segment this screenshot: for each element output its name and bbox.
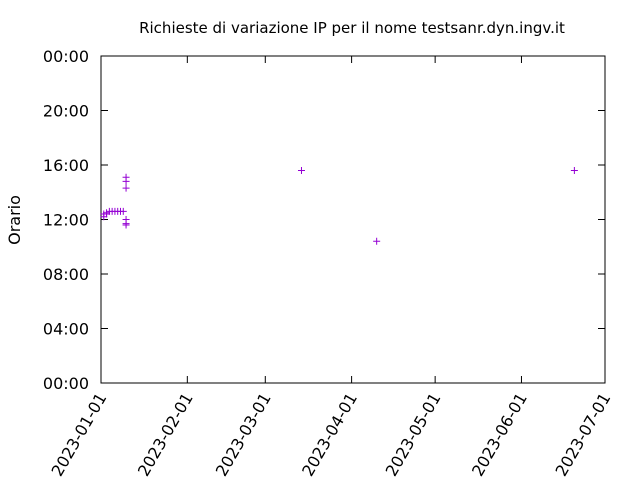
point	[119, 207, 127, 215]
point	[122, 184, 130, 192]
point	[373, 237, 381, 245]
point	[122, 177, 130, 185]
x-tick-label: 2023-05-01	[382, 390, 445, 480]
y-axis-label: Orario	[5, 195, 24, 245]
point	[122, 221, 130, 229]
x-tick-label: 2023-06-01	[468, 390, 531, 480]
y-tick-label: 08:00	[43, 265, 89, 284]
y-tick-label: 20:00	[43, 102, 89, 121]
x-tick-label: 2023-03-01	[212, 390, 275, 480]
y-tick-label: 16:00	[43, 156, 89, 175]
y-tick-label: 04:00	[43, 320, 89, 339]
y-tick-label: 12:00	[43, 211, 89, 230]
chart-title: Richieste di variazione IP per il nome t…	[139, 19, 565, 37]
x-tick-label: 2023-07-01	[552, 390, 615, 480]
plot-frame	[100, 55, 606, 384]
y-tick-label: 00:00	[43, 374, 89, 393]
point	[570, 166, 578, 174]
y-tick-label: 00:00	[43, 47, 89, 66]
point	[297, 166, 305, 174]
x-tick-label: 2023-02-01	[134, 390, 197, 480]
x-tick-label: 2023-01-01	[48, 390, 111, 480]
x-tick-label: 2023-04-01	[298, 390, 361, 480]
